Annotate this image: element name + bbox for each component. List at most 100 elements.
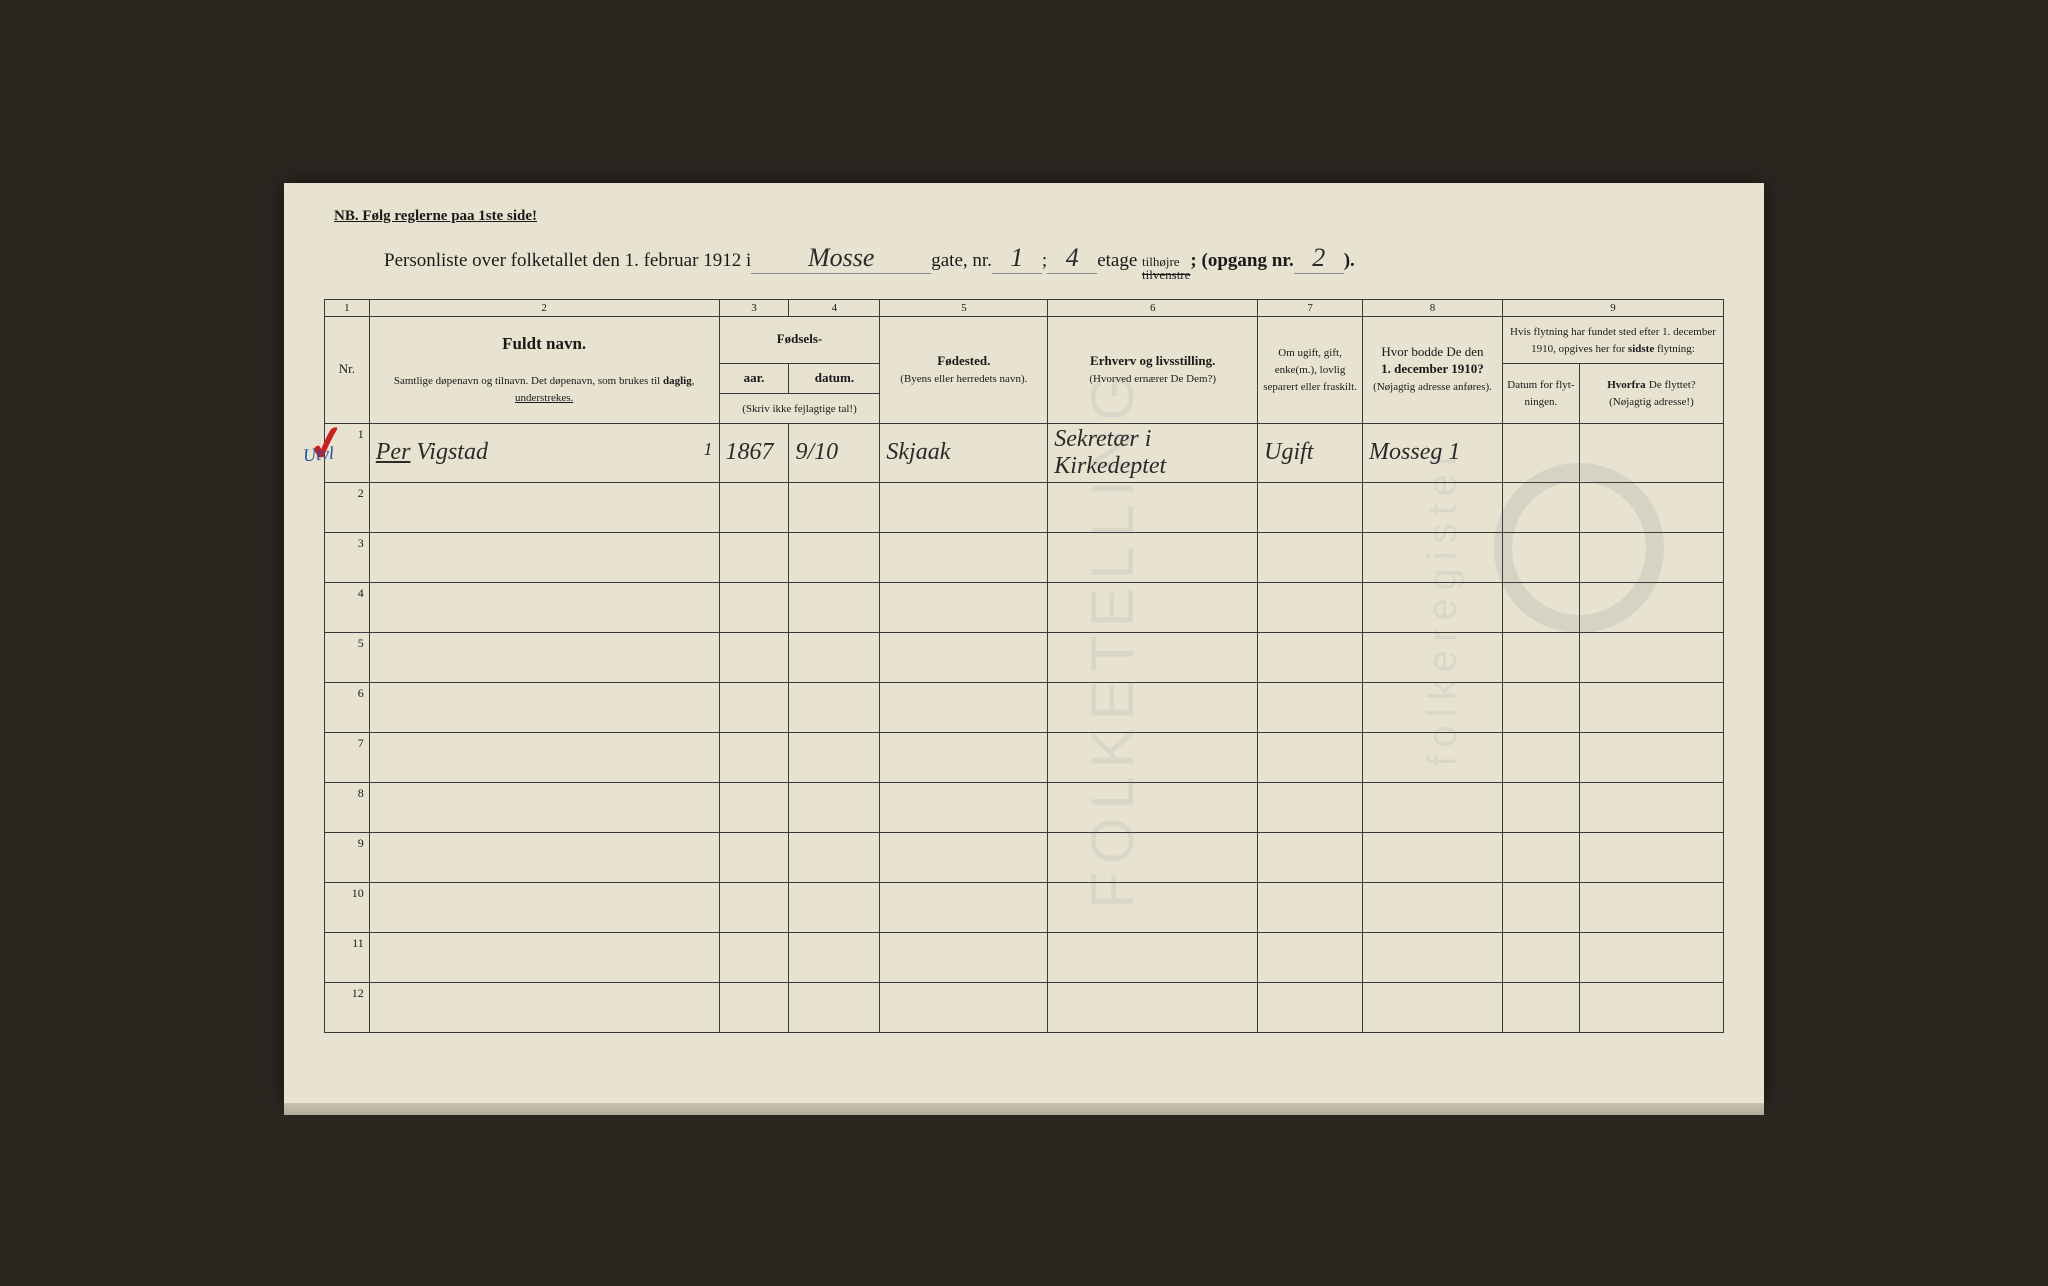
cell-year bbox=[719, 682, 789, 732]
col-birth-note: (Skriv ikke fejlagtige tal!) bbox=[719, 393, 880, 423]
table-row: 11 bbox=[325, 932, 1724, 982]
cell-move-from bbox=[1579, 832, 1723, 882]
cell-date bbox=[789, 482, 880, 532]
cell-birthplace bbox=[880, 882, 1048, 932]
col-move-from-title: Hvorfra bbox=[1607, 379, 1645, 391]
cell-date bbox=[789, 982, 880, 1032]
header-row-1: Nr. Fuldt navn. Samtlige døpenavn og til… bbox=[325, 317, 1724, 364]
cell-move-date bbox=[1502, 682, 1579, 732]
cell-date bbox=[789, 832, 880, 882]
cell-birthplace: Skjaak bbox=[880, 423, 1048, 482]
cell-marital bbox=[1258, 782, 1363, 832]
sep2: ; bbox=[1190, 250, 1201, 272]
cell-marital bbox=[1258, 632, 1363, 682]
cell-year bbox=[719, 732, 789, 782]
cell-marital bbox=[1258, 482, 1363, 532]
col-nr: Nr. bbox=[325, 317, 370, 424]
nb-instruction: NB. Følg reglerne paa 1ste side! bbox=[334, 208, 1724, 225]
cell-move-from bbox=[1579, 682, 1723, 732]
cell-birthplace bbox=[880, 732, 1048, 782]
cell-move-from bbox=[1579, 882, 1723, 932]
cell-year bbox=[719, 632, 789, 682]
cell-occupation bbox=[1048, 582, 1258, 632]
page-edge bbox=[284, 1103, 1764, 1115]
col-move-from-sub: (Nøjagtig adresse!) bbox=[1609, 396, 1694, 408]
cell-year bbox=[719, 832, 789, 882]
col-year: aar. bbox=[719, 363, 789, 393]
cell-move-date bbox=[1502, 632, 1579, 682]
etage-nr-fill: 4 bbox=[1047, 243, 1097, 274]
table-row: 3 bbox=[325, 532, 1724, 582]
title-row: Personliste over folketallet den 1. febr… bbox=[384, 243, 1714, 281]
cell-move-from bbox=[1579, 423, 1723, 482]
cell-move-from bbox=[1579, 732, 1723, 782]
cell-marital bbox=[1258, 882, 1363, 932]
col-birth-title: Fødsels- bbox=[719, 317, 880, 364]
cell-birthplace bbox=[880, 632, 1048, 682]
cell-year bbox=[719, 532, 789, 582]
cell-residence bbox=[1363, 782, 1503, 832]
cell-year: 1867 bbox=[719, 423, 789, 482]
cell-date bbox=[789, 582, 880, 632]
cell-date bbox=[789, 882, 880, 932]
cell-name bbox=[369, 582, 719, 632]
row-nr: 5 bbox=[325, 632, 370, 682]
table-row: 2 bbox=[325, 482, 1724, 532]
col-name-sub: Samtlige døpenavn og tilnavn. Det døpena… bbox=[394, 375, 695, 404]
cell-year bbox=[719, 982, 789, 1032]
col-name-title: Fuldt navn. bbox=[502, 334, 586, 353]
closing: ). bbox=[1344, 250, 1355, 272]
cell-birthplace bbox=[880, 782, 1048, 832]
col-occupation-sub: (Hvorved ernærer De Dem?) bbox=[1089, 373, 1216, 385]
cell-name bbox=[369, 482, 719, 532]
col-residence-title: Hvor bodde De den bbox=[1381, 344, 1483, 359]
cell-name bbox=[369, 932, 719, 982]
row-nr: 9 bbox=[325, 832, 370, 882]
cell-marital bbox=[1258, 982, 1363, 1032]
cell-move-date bbox=[1502, 732, 1579, 782]
row-nr: 12 bbox=[325, 982, 370, 1032]
cell-occupation bbox=[1048, 932, 1258, 982]
opgang-label: (opgang nr. bbox=[1202, 250, 1294, 272]
cell-date: 9/10 bbox=[789, 423, 880, 482]
cell-year bbox=[719, 482, 789, 532]
gate-label: gate, nr. bbox=[931, 250, 992, 272]
cell-move-date bbox=[1502, 832, 1579, 882]
row-nr: 6 bbox=[325, 682, 370, 732]
cell-move-from bbox=[1579, 582, 1723, 632]
title-prefix: Personliste over folketallet den 1. febr… bbox=[384, 250, 751, 272]
col-name: Fuldt navn. Samtlige døpenavn og tilnavn… bbox=[369, 317, 719, 424]
cell-name bbox=[369, 832, 719, 882]
cell-name bbox=[369, 532, 719, 582]
cell-occupation bbox=[1048, 882, 1258, 932]
cell-occupation bbox=[1048, 732, 1258, 782]
cell-occupation bbox=[1048, 982, 1258, 1032]
cell-residence: Mosseg 1 bbox=[1363, 423, 1503, 482]
cell-residence bbox=[1363, 932, 1503, 982]
cell-year bbox=[719, 882, 789, 932]
cell-occupation bbox=[1048, 782, 1258, 832]
census-table: 1 2 3 4 5 6 7 8 9 Nr. Fuldt navn. Samtli… bbox=[324, 299, 1724, 1033]
cell-occupation bbox=[1048, 482, 1258, 532]
cell-name bbox=[369, 632, 719, 682]
col-move-date: Datum for flyt-ningen. bbox=[1502, 363, 1579, 423]
cell-residence bbox=[1363, 482, 1503, 532]
cell-residence bbox=[1363, 832, 1503, 882]
cell-name bbox=[369, 982, 719, 1032]
row-nr: 11 bbox=[325, 932, 370, 982]
col-residence: Hvor bodde De den 1. december 1910? (Nøj… bbox=[1363, 317, 1503, 424]
col-move-from-rest: De flyttet? bbox=[1649, 379, 1696, 391]
col-date: datum. bbox=[789, 363, 880, 393]
table-row: 7 bbox=[325, 732, 1724, 782]
col-residence-sub: (Nøjagtig adresse anføres). bbox=[1373, 381, 1492, 393]
colnum-2: 2 bbox=[369, 300, 719, 317]
row-nr: 1✓Utvl bbox=[325, 423, 370, 482]
table-row: 4 bbox=[325, 582, 1724, 632]
table-row: 5 bbox=[325, 632, 1724, 682]
row-nr: 4 bbox=[325, 582, 370, 632]
colnum-9: 9 bbox=[1502, 300, 1723, 317]
cell-residence bbox=[1363, 882, 1503, 932]
col-marital: Om ugift, gift, enke(m.), lovlig separer… bbox=[1258, 317, 1363, 424]
table-row: 1✓UtvlPer Vigstad118679/10SkjaakSekretær… bbox=[325, 423, 1724, 482]
cell-residence bbox=[1363, 682, 1503, 732]
